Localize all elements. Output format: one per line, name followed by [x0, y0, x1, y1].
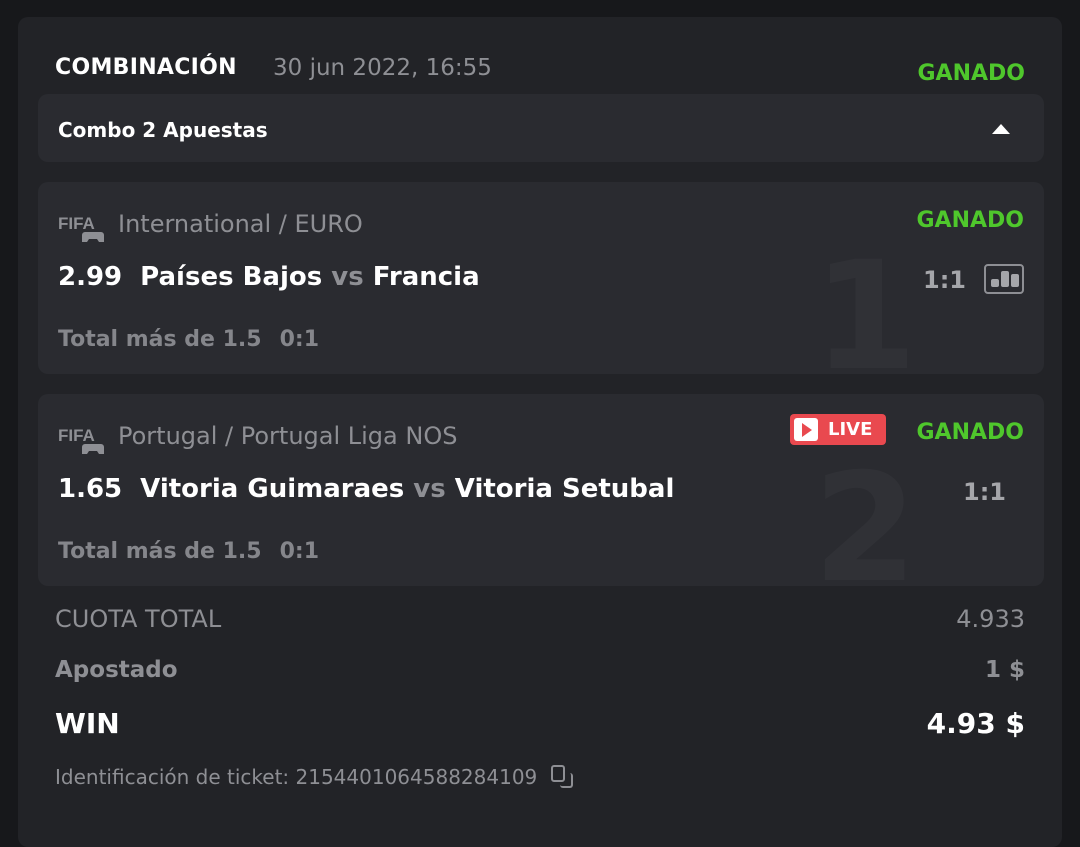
live-badge[interactable]: LIVE — [790, 414, 886, 445]
svg-text:FIFA: FIFA — [58, 426, 95, 445]
total-odds-label: CUOTA TOTAL — [55, 605, 222, 633]
match-line: 1.65 Vitoria Guimaraes vs Vitoria Setubal — [58, 474, 674, 504]
ticket-id-text: Identificación de ticket: 21544010645882… — [55, 765, 538, 789]
away-team: Francia — [372, 262, 480, 292]
market-line: Total más de 1.5 0:1 — [58, 327, 319, 352]
ticket-status: GANADO — [917, 61, 1026, 86]
win-row: WIN 4.93 $ — [55, 707, 1025, 740]
bet-date: 30 jun 2022, 16:55 — [273, 55, 492, 81]
market-line: Total más de 1.5 0:1 — [58, 539, 319, 564]
total-odds-row: CUOTA TOTAL 4.933 — [55, 605, 1025, 633]
fifa-icon: FIFA — [58, 214, 104, 242]
match-score: 1:1 — [963, 478, 1006, 506]
vs-label: vs — [331, 262, 364, 292]
win-value: 4.93 $ — [926, 707, 1025, 740]
match-line: 2.99 Países Bajos vs Francia — [58, 262, 480, 292]
caret-up-icon[interactable] — [992, 124, 1010, 134]
ticket-id: Identificación de ticket: 21544010645882… — [55, 765, 575, 789]
combo-label: Combo 2 Apuestas — [58, 118, 268, 142]
away-team: Vitoria Setubal — [454, 474, 675, 504]
svg-text:FIFA: FIFA — [58, 214, 95, 233]
market-score: 0:1 — [279, 539, 320, 564]
bet-ticket-card: COMBINACIÓN 30 jun 2022, 16:55 GANADO Co… — [18, 17, 1062, 847]
match-status: GANADO — [916, 420, 1025, 445]
market-name: Total más de 1.5 — [58, 327, 262, 352]
match-status: GANADO — [916, 208, 1025, 233]
copy-icon[interactable] — [551, 765, 575, 789]
league-name: International / EURO — [118, 210, 363, 238]
match-index: 1 — [813, 230, 918, 374]
stake-row: Apostado 1 $ — [55, 657, 1025, 683]
win-label: WIN — [55, 707, 120, 740]
market-score: 0:1 — [279, 327, 320, 352]
league-name: Portugal / Portugal Liga NOS — [118, 422, 458, 450]
stake-value: 1 $ — [984, 657, 1025, 683]
vs-label: vs — [413, 474, 446, 504]
play-icon — [794, 418, 818, 441]
match-score: 1:1 — [923, 266, 966, 294]
match-index: 2 — [813, 442, 918, 586]
match-card: 1 FIFA International / EURO GANADO 2.99 P… — [38, 182, 1044, 374]
match-card: 2 FIFA Portugal / Portugal Liga NOS LIVE… — [38, 394, 1044, 586]
match-odds: 1.65 — [58, 474, 123, 504]
live-label: LIVE — [828, 419, 873, 440]
bar-chart-icon[interactable] — [984, 264, 1024, 294]
stake-label: Apostado — [55, 657, 178, 683]
combo-toggle[interactable]: Combo 2 Apuestas — [38, 94, 1044, 162]
fifa-icon: FIFA — [58, 426, 104, 454]
match-odds: 2.99 — [58, 262, 123, 292]
market-name: Total más de 1.5 — [58, 539, 262, 564]
bet-type-title: COMBINACIÓN — [55, 55, 237, 80]
home-team: Países Bajos — [140, 262, 323, 292]
total-odds-value: 4.933 — [956, 605, 1025, 633]
home-team: Vitoria Guimaraes — [140, 474, 405, 504]
